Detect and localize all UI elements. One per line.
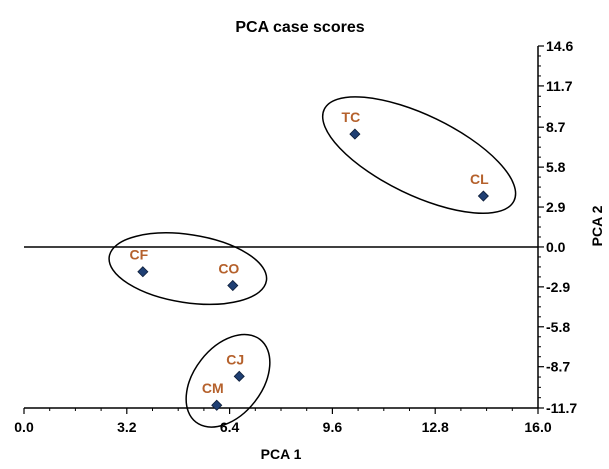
y-tick-label: 5.8: [546, 159, 566, 175]
x-tick-label: 9.6: [323, 419, 343, 435]
y-tick-label: -11.7: [546, 400, 577, 416]
y-tick-label: -5.8: [546, 319, 570, 335]
y-tick-label: -2.9: [546, 279, 570, 295]
data-point-tc: [349, 128, 361, 140]
x-tick-label: 3.2: [117, 419, 137, 435]
chart-title: PCA case scores: [235, 19, 364, 36]
data-point-cf: [137, 266, 149, 278]
group-ellipse: [108, 232, 268, 306]
group-ellipse: [321, 96, 517, 215]
data-point-co: [227, 279, 239, 292]
y-axis-label: PCA 2: [589, 205, 605, 246]
y-tick-label: 11.7: [546, 78, 573, 94]
y-tick-label: 8.7: [546, 119, 566, 135]
x-tick-label: 16.0: [524, 419, 551, 435]
data-point-cm: [211, 399, 223, 411]
group-ellipse: [185, 333, 271, 428]
point-label-cm: CM: [202, 380, 224, 396]
point-label-co: CO: [218, 260, 239, 276]
x-tick-label: 12.8: [422, 419, 449, 435]
data-point-cl: [477, 190, 489, 202]
y-tick-label: 0.0: [546, 239, 566, 255]
point-label-tc: TC: [342, 109, 361, 125]
y-tick-label: -8.7: [546, 359, 570, 375]
point-label-cj: CJ: [226, 351, 244, 367]
data-point-cj: [233, 370, 245, 382]
y-tick-label: 14.6: [546, 38, 573, 54]
x-tick-label: 6.4: [220, 419, 240, 435]
y-tick-label: 2.9: [546, 199, 566, 215]
x-axis-label: PCA 1: [261, 446, 302, 462]
point-label-cl: CL: [470, 171, 489, 187]
x-tick-label: 0.0: [14, 419, 34, 435]
point-label-cf: CF: [130, 247, 149, 263]
plot-area: 0.0 3.2 6.4 9.6 12.8 16.0 14.6 11.7 8.7 5.8 2.9 0.0…: [14, 38, 577, 435]
